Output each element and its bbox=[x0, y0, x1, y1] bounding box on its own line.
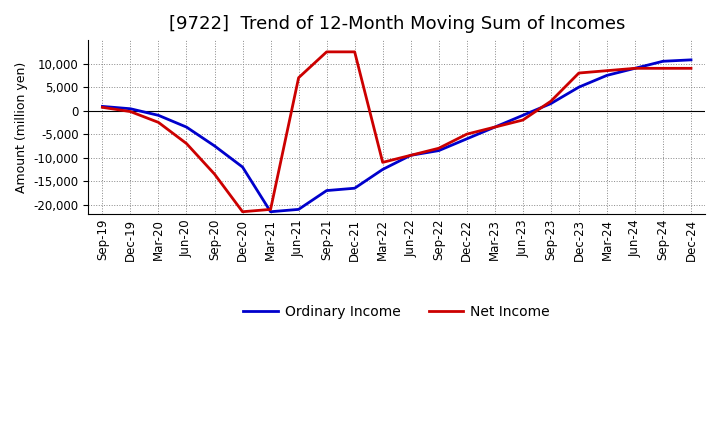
Net Income bbox=[631, 66, 639, 71]
Net Income bbox=[434, 146, 443, 151]
Net Income bbox=[490, 125, 499, 130]
Net Income bbox=[406, 153, 415, 158]
Ordinary Income bbox=[603, 73, 611, 78]
Net Income bbox=[575, 70, 583, 76]
Ordinary Income bbox=[518, 113, 527, 118]
Net Income bbox=[351, 49, 359, 55]
Title: [9722]  Trend of 12-Month Moving Sum of Incomes: [9722] Trend of 12-Month Moving Sum of I… bbox=[168, 15, 625, 33]
Ordinary Income bbox=[575, 84, 583, 90]
Net Income bbox=[266, 207, 275, 212]
Ordinary Income bbox=[434, 148, 443, 153]
Ordinary Income bbox=[154, 113, 163, 118]
Net Income bbox=[379, 160, 387, 165]
Ordinary Income bbox=[687, 57, 696, 62]
Net Income bbox=[323, 49, 331, 55]
Net Income bbox=[238, 209, 247, 214]
Line: Net Income: Net Income bbox=[102, 52, 691, 212]
Ordinary Income bbox=[406, 153, 415, 158]
Net Income bbox=[294, 75, 303, 81]
Net Income bbox=[687, 66, 696, 71]
Y-axis label: Amount (million yen): Amount (million yen) bbox=[15, 62, 28, 193]
Net Income bbox=[518, 117, 527, 123]
Net Income bbox=[98, 105, 107, 110]
Ordinary Income bbox=[631, 66, 639, 71]
Line: Ordinary Income: Ordinary Income bbox=[102, 60, 691, 212]
Ordinary Income bbox=[126, 106, 135, 111]
Net Income bbox=[603, 68, 611, 73]
Ordinary Income bbox=[462, 136, 471, 142]
Ordinary Income bbox=[238, 165, 247, 170]
Ordinary Income bbox=[182, 125, 191, 130]
Legend: Ordinary Income, Net Income: Ordinary Income, Net Income bbox=[238, 299, 556, 324]
Ordinary Income bbox=[266, 209, 275, 214]
Ordinary Income bbox=[210, 143, 219, 149]
Ordinary Income bbox=[294, 207, 303, 212]
Net Income bbox=[126, 109, 135, 114]
Net Income bbox=[546, 99, 555, 104]
Net Income bbox=[659, 66, 667, 71]
Ordinary Income bbox=[351, 186, 359, 191]
Ordinary Income bbox=[323, 188, 331, 193]
Ordinary Income bbox=[379, 167, 387, 172]
Net Income bbox=[182, 141, 191, 146]
Net Income bbox=[154, 120, 163, 125]
Ordinary Income bbox=[490, 125, 499, 130]
Ordinary Income bbox=[546, 101, 555, 106]
Ordinary Income bbox=[98, 104, 107, 109]
Net Income bbox=[462, 132, 471, 137]
Ordinary Income bbox=[659, 59, 667, 64]
Net Income bbox=[210, 172, 219, 177]
